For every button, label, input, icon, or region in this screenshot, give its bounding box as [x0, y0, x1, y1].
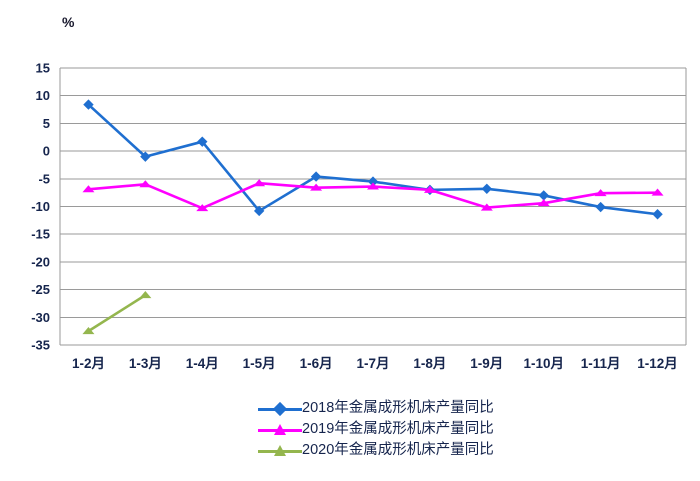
data-point-marker	[594, 189, 607, 197]
data-point-marker	[140, 151, 151, 162]
y-axis-unit-label: %	[62, 14, 75, 30]
data-point-marker	[310, 171, 322, 182]
legend-item[interactable]: 2019年金属成形机床产量同比	[258, 419, 558, 440]
data-point-marker	[196, 204, 209, 212]
x-axis-ticks: 1-2月 1-3月 1-4月 1-5月 1-6月 1-7月 1-8月 1-9月 1-10月 1-1…	[72, 356, 678, 371]
data-point-marker	[139, 180, 152, 188]
legend-item[interactable]: 2020年金属成形机床产量同比	[258, 440, 558, 461]
data-point-marker	[652, 209, 663, 220]
legend-item-label: 2019年金属成形机床产量同比	[302, 421, 494, 437]
x-axis-tick-label: 1-4月	[186, 356, 219, 371]
data-point-marker	[197, 136, 208, 147]
y-axis-tick-label: -15	[31, 227, 50, 242]
data-point-marker	[82, 185, 95, 193]
x-axis-tick-label: 1-6月	[300, 356, 333, 371]
data-point-marker	[423, 185, 436, 193]
legend-key	[258, 440, 302, 461]
y-axis-tick-label: 0	[43, 144, 50, 159]
series-line	[87, 294, 147, 333]
y-axis-tick-label: 5	[43, 116, 50, 131]
data-point-marker	[595, 201, 606, 213]
legend-item[interactable]: 2018年金属成形机床产量同比	[258, 398, 558, 419]
x-axis-tick-label: 1-10月	[523, 356, 564, 371]
y-axis-ticks: 15 10 5 0 -5 -10 -15 -20 -25 -30 -35	[31, 61, 50, 353]
data-point-marker	[537, 199, 550, 207]
data-point-marker	[367, 182, 379, 190]
plot-grid	[60, 67, 686, 346]
x-axis-tick-label: 1-3月	[129, 356, 162, 371]
x-axis-tick-label: 1-12月	[637, 356, 678, 371]
data-point-marker	[139, 291, 152, 299]
x-axis-tick-label: 1-7月	[356, 356, 389, 371]
chart-legend: 2018年金属成形机床产量同比 2019年金属成形机床产量同比 2020年金属成形机…	[258, 398, 558, 461]
data-point-marker	[83, 99, 94, 110]
data-point-marker	[310, 183, 323, 191]
data-point-marker	[481, 183, 493, 194]
legend-key	[258, 419, 302, 440]
x-axis-tick-label: 1-11月	[581, 356, 621, 371]
triangle-marker-icon	[274, 445, 286, 456]
x-axis-tick-label: 1-8月	[413, 356, 446, 371]
data-point-marker	[253, 205, 265, 217]
y-axis-tick-label: -5	[38, 171, 50, 186]
data-point-marker	[480, 203, 493, 211]
x-axis-tick-label: 1-5月	[243, 356, 276, 371]
data-point-marker	[538, 190, 549, 201]
triangle-marker-icon	[274, 424, 286, 435]
legend-item-label: 2018年金属成形机床产量同比	[302, 400, 494, 416]
y-axis-tick-label: -10	[31, 199, 50, 214]
series-lines	[82, 99, 664, 335]
y-axis-tick-label: 15	[36, 61, 50, 76]
x-axis-tick-label: 1-2月	[72, 356, 105, 371]
y-axis-tick-label: -25	[31, 282, 50, 297]
y-axis-tick-label: 10	[36, 88, 50, 103]
diamond-marker-icon	[272, 401, 288, 417]
y-axis-tick-label: -20	[31, 254, 50, 269]
plot-border	[59, 68, 687, 345]
y-axis-tick-label: -35	[31, 338, 50, 353]
data-point-marker	[82, 327, 95, 335]
y-axis-tick-label: -30	[31, 310, 50, 325]
data-point-marker	[367, 176, 379, 187]
data-point-marker	[253, 179, 266, 187]
legend-key	[258, 398, 302, 419]
data-point-marker	[651, 188, 664, 196]
legend-item-label: 2020年金属成形机床产量同比	[302, 442, 494, 458]
x-axis-tick-label: 1-9月	[470, 356, 503, 371]
